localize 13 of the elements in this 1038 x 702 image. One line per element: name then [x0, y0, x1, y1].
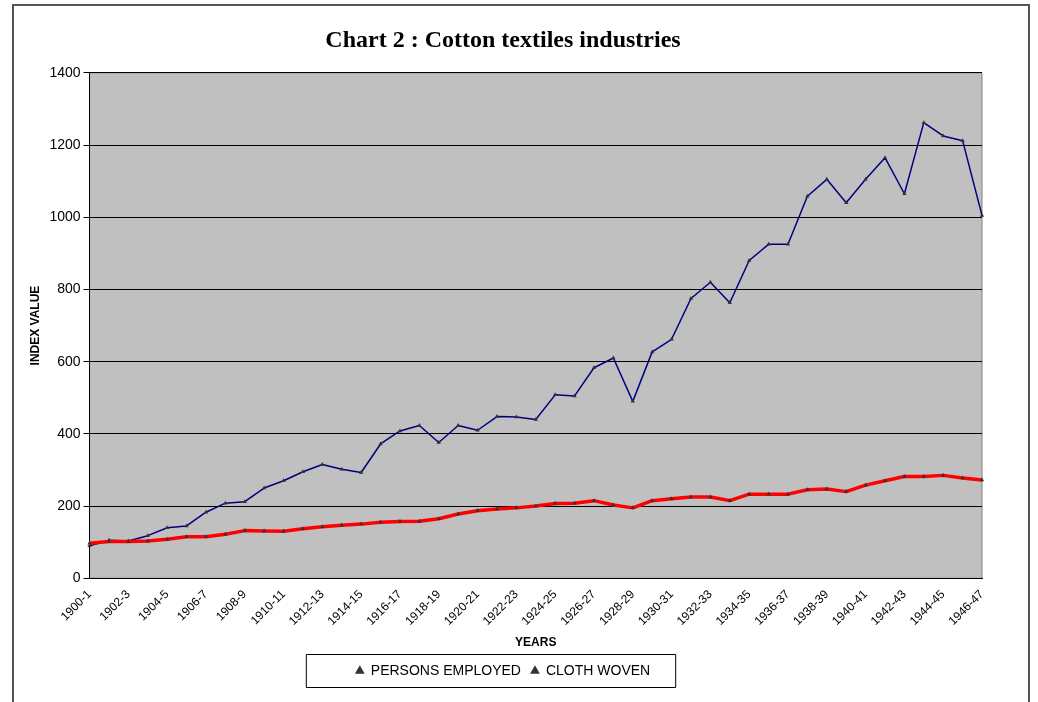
y-tick-label: 200 — [57, 496, 81, 513]
y-tick-label: 800 — [57, 280, 81, 297]
legend-label: CLOTH WOVEN — [545, 661, 651, 678]
y-tick-label: 0 — [72, 569, 81, 586]
y-tick-label: 600 — [57, 352, 81, 369]
legend-label: PERSONS EMPLOYED — [370, 661, 521, 678]
y-tick-label: 400 — [57, 424, 81, 441]
x-axis-title: YEARS — [515, 635, 557, 650]
y-axis-title: INDEX VALUE — [27, 285, 42, 366]
y-tick-label: 1000 — [49, 208, 81, 225]
y-tick-label: 1400 — [49, 63, 81, 80]
y-tick-label: 1200 — [49, 135, 81, 152]
chart-title: Chart 2 : Cotton textiles industries — [325, 25, 681, 52]
